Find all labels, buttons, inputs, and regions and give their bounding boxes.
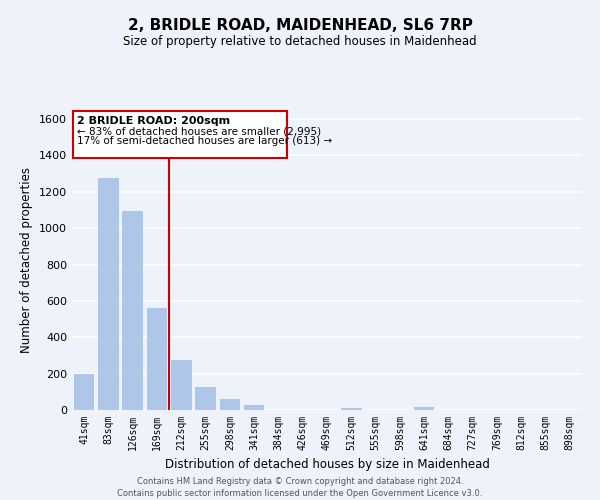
FancyBboxPatch shape [73, 111, 287, 158]
Bar [122, 211, 143, 410]
Bar [341, 408, 362, 410]
Text: 2 BRIDLE ROAD: 200sqm: 2 BRIDLE ROAD: 200sqm [77, 116, 230, 126]
Bar [74, 374, 94, 410]
Bar [414, 407, 434, 410]
Bar [171, 360, 191, 410]
X-axis label: Distribution of detached houses by size in Maidenhead: Distribution of detached houses by size … [164, 458, 490, 471]
Bar [220, 399, 240, 410]
Text: Contains public sector information licensed under the Open Government Licence v3: Contains public sector information licen… [118, 489, 482, 498]
Y-axis label: Number of detached properties: Number of detached properties [20, 167, 34, 353]
Text: 2, BRIDLE ROAD, MAIDENHEAD, SL6 7RP: 2, BRIDLE ROAD, MAIDENHEAD, SL6 7RP [128, 18, 472, 32]
Text: Size of property relative to detached houses in Maidenhead: Size of property relative to detached ho… [123, 35, 477, 48]
Bar [98, 178, 119, 410]
Bar [195, 388, 216, 410]
Bar [244, 405, 265, 410]
Bar [146, 308, 167, 410]
Text: Contains HM Land Registry data © Crown copyright and database right 2024.: Contains HM Land Registry data © Crown c… [137, 476, 463, 486]
Text: ← 83% of detached houses are smaller (2,995): ← 83% of detached houses are smaller (2,… [77, 126, 321, 136]
Text: 17% of semi-detached houses are larger (613) →: 17% of semi-detached houses are larger (… [77, 136, 332, 146]
